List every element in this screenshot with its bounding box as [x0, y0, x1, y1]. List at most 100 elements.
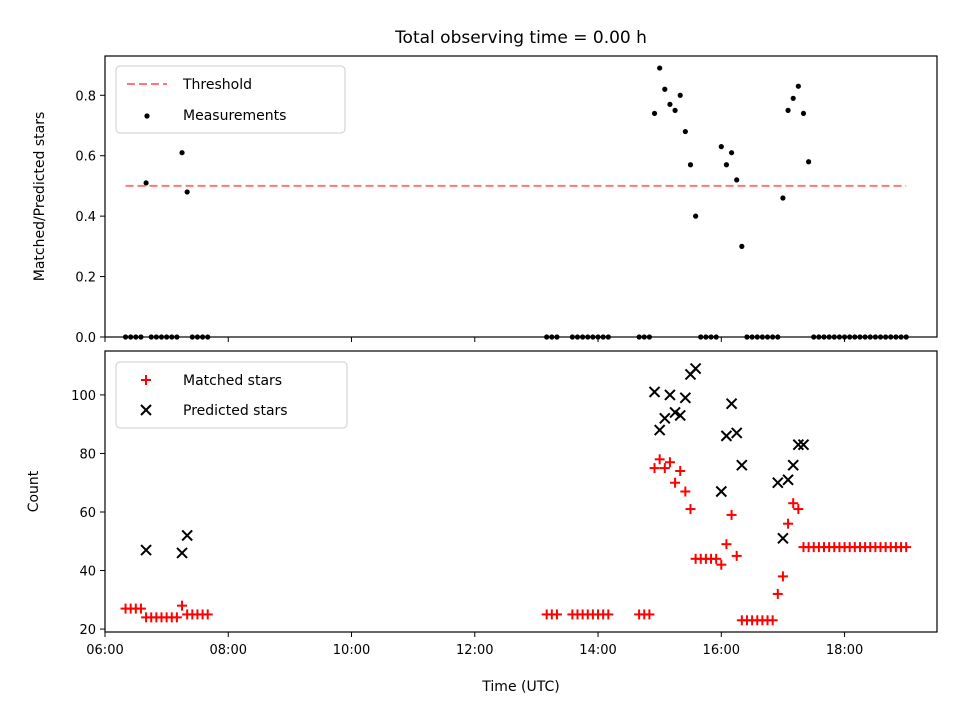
predicted-star-point: [720, 430, 733, 442]
measurement-point: [806, 159, 812, 165]
predicted-star-point: [792, 438, 805, 451]
predicted-star-point-b: [689, 362, 702, 375]
predicted-star-point-b: [782, 474, 794, 486]
bottom-y-tick-label: 20: [79, 623, 96, 638]
measurement-point: [677, 92, 683, 98]
matched-star-point: [731, 550, 742, 561]
x-tick-label: 16:00: [703, 643, 740, 658]
predicted-star-point: [679, 392, 692, 404]
measurement-point: [734, 177, 740, 183]
matched-star-point: [664, 457, 675, 468]
measurement-point: [693, 213, 699, 219]
predicted-star-point: [653, 424, 666, 436]
measurement-point: [723, 162, 730, 168]
predicted-star-point: [674, 409, 686, 422]
top-panel: 0.0 0.2 0.4 0.6 0.8 Matched/Predicted stars Th…: [32, 55, 938, 346]
predicted-star-point-b: [679, 392, 692, 404]
predicted-star-point: [648, 386, 661, 398]
predicted-star-point-b: [720, 430, 733, 442]
top-legend: Threshold Measurements: [115, 65, 346, 134]
x-tick-label: 08:00: [210, 643, 247, 658]
matched-star-point: [716, 559, 727, 570]
matched-star-point: [654, 454, 665, 465]
predicted-star-point: [787, 459, 799, 471]
matched-star-point: [772, 588, 783, 599]
measurement-point: [682, 128, 688, 135]
matched-star-point: [788, 498, 799, 509]
x-tick-label: 10:00: [333, 643, 370, 658]
top-y-tick-label: 0.4: [75, 210, 96, 225]
measurement-point: [785, 107, 791, 113]
top-plot-frame: [104, 55, 938, 338]
predicted-star-point-b: [181, 529, 193, 542]
matched-star-point: [726, 509, 737, 520]
matched-star-point: [777, 571, 788, 582]
predicted-star-point-b: [772, 477, 784, 489]
predicted-star-point-b: [792, 438, 805, 451]
predicted-star-point-b: [664, 389, 676, 401]
matched-star-point: [711, 553, 722, 564]
x-tick-label: 14:00: [579, 643, 616, 658]
predicted-star-point-b: [725, 397, 738, 410]
predicted-star-point: [797, 438, 810, 451]
predicted-star-point: [664, 389, 676, 401]
predicted-star-point: [772, 477, 784, 489]
x-tick-label: 06:00: [86, 643, 123, 658]
matched-star-point: [603, 609, 614, 620]
measurement-point: [790, 95, 796, 101]
matched-star-point: [171, 612, 182, 623]
predicted-star-point-b: [669, 406, 681, 419]
bottom-legend: Matched stars Predicted stars: [115, 361, 348, 429]
predicted-star-point: [181, 529, 193, 542]
measurement-point: [728, 150, 735, 156]
bottom-y-tick-label: 80: [79, 447, 96, 462]
bottom-y-axis-label: Count: [26, 470, 42, 512]
bottom-y-tick-label: 60: [79, 506, 96, 521]
predicted-star-point-b: [736, 459, 748, 471]
measurement-point: [651, 110, 658, 117]
matched-star-point: [685, 504, 696, 515]
predicted-star-point-b: [797, 438, 810, 451]
matched-star-point: [793, 504, 804, 515]
matched-star-point: [670, 477, 681, 488]
chart-title: Total observing time = 0.00 h: [394, 28, 647, 48]
bottom-plot-area: [120, 362, 912, 626]
measurement-point: [662, 86, 668, 92]
predicted-star-point-b: [140, 544, 152, 556]
top-y-tick-label: 0.0: [75, 331, 96, 346]
x-axis-label: Time (UTC): [481, 679, 559, 695]
predicted-star-point: [176, 547, 188, 559]
matched-star-point: [135, 603, 146, 614]
top-y-tick-label: 0.8: [75, 89, 96, 104]
matched-star-point: [551, 609, 562, 620]
predicted-star-point: [140, 544, 152, 556]
predicted-star-point: [782, 474, 794, 486]
bottom-legend-box: [115, 361, 348, 429]
measurement-point: [143, 180, 149, 186]
measurement-point: [795, 83, 801, 89]
matched-star-point: [177, 600, 188, 611]
measurement-point: [718, 144, 724, 150]
x-tick-label: 18:00: [826, 643, 863, 658]
top-plot-area: [122, 65, 909, 340]
matched-star-point: [649, 463, 660, 474]
legend-predicted-swatch: [140, 404, 152, 416]
top-y-tick-label: 0.2: [75, 271, 96, 286]
predicted-star-point: [689, 362, 702, 375]
top-y-tick-label: 0.6: [75, 150, 96, 165]
measurement-point: [800, 110, 807, 117]
predicted-star-point: [777, 532, 789, 545]
matched-star-point: [721, 539, 732, 550]
legend-predicted-swatch-b: [140, 404, 152, 416]
matched-star-point: [202, 609, 213, 620]
top-legend-box: [115, 65, 346, 134]
bottom-y-tick-label: 40: [79, 565, 96, 580]
predicted-star-point-b: [653, 424, 666, 436]
predicted-star-point: [730, 427, 743, 439]
legend-measurements-swatch: [144, 113, 150, 119]
predicted-star-point-b: [648, 386, 661, 398]
legend-predicted-label: Predicted stars: [183, 403, 288, 419]
matched-star-point: [644, 609, 655, 620]
predicted-star-point-b: [659, 412, 671, 425]
predicted-star-point-b: [777, 532, 789, 545]
